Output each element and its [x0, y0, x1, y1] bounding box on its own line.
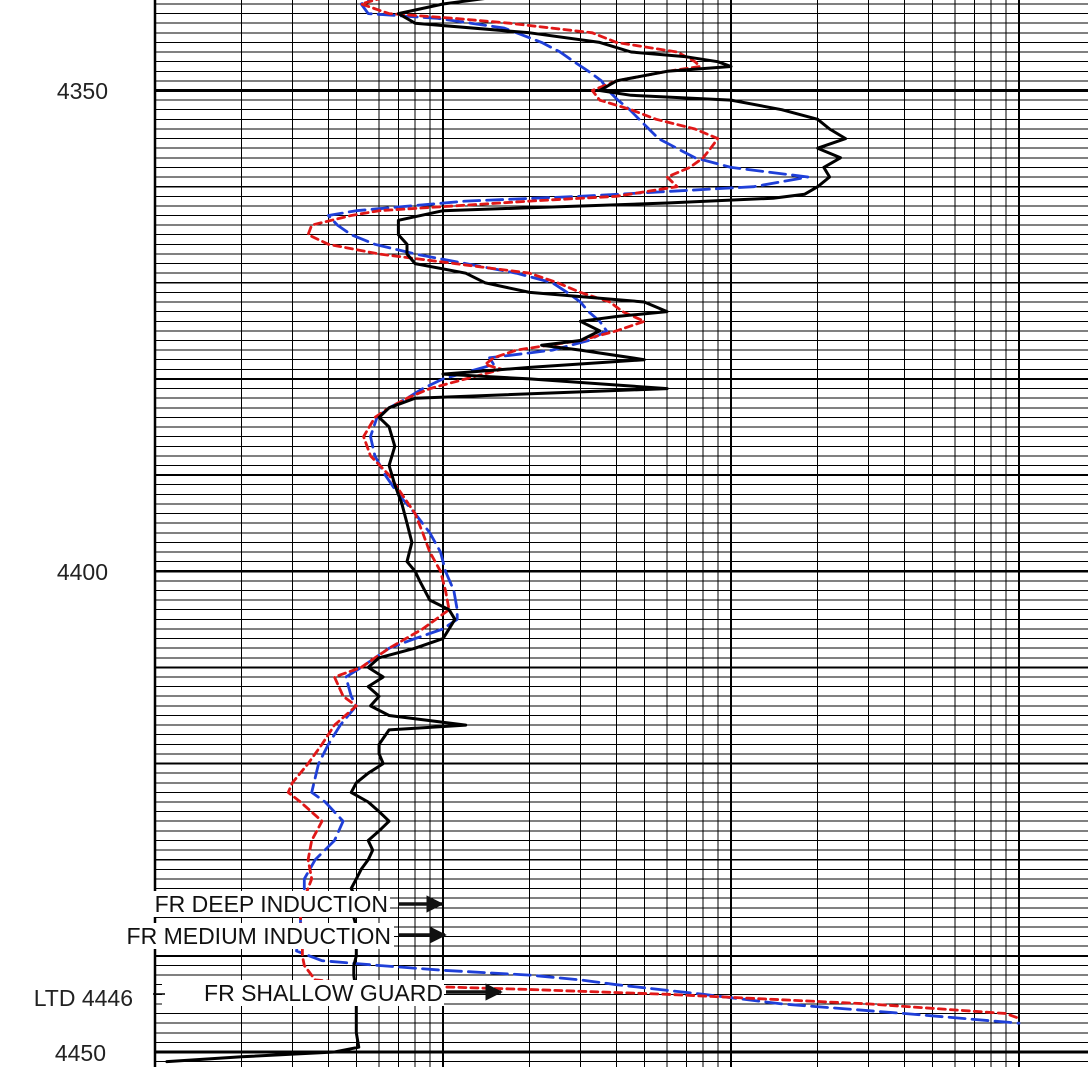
depth-label-4400: 4400 — [57, 559, 108, 585]
legend-shallow-label: FR SHALLOW GUARD — [204, 980, 443, 1006]
log-curves — [165, 0, 1021, 1064]
shallow-guard-curve — [165, 0, 848, 1064]
legend-deep-induction: FR DEEP INDUCTION — [110, 891, 444, 917]
depth-label-ltd: LTD 4446 — [34, 985, 133, 1011]
legend-deep-label: FR DEEP INDUCTION — [155, 891, 388, 917]
legend-deep-background — [110, 891, 390, 917]
depth-label-4450: 4450 — [55, 1040, 106, 1066]
depth-label-4350: 4350 — [57, 78, 108, 104]
legend-medium-background — [80, 923, 394, 949]
medium-induction-curve — [286, 0, 1021, 1020]
legend-shallow-background — [162, 980, 444, 1006]
legend-medium-label: FR MEDIUM INDUCTION — [127, 923, 391, 949]
legend-medium-induction: FR MEDIUM INDUCTION — [80, 923, 447, 949]
legend-shallow-guard: FR SHALLOW GUARD — [153, 980, 503, 1006]
